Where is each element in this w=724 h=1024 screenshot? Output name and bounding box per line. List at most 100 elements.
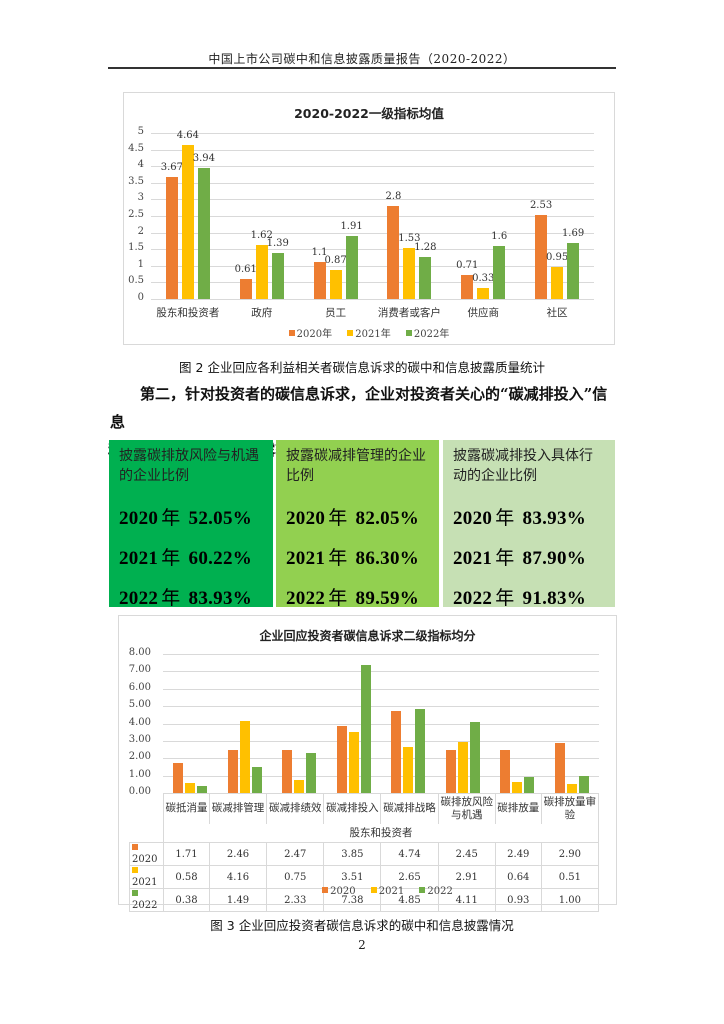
stat-year: 2020	[453, 508, 493, 529]
gridline	[151, 199, 594, 201]
stat-year-unit: 年	[495, 587, 515, 609]
legend-label: 2021	[378, 886, 405, 897]
stat-year-unit: 年	[328, 547, 348, 569]
category-label-line: 碳排放风险	[440, 795, 493, 808]
series-name: 2021	[132, 877, 158, 888]
category-label-line: 碳排放量	[497, 802, 540, 815]
bar-2022	[415, 708, 426, 793]
group-label: 股东和投资者	[163, 823, 599, 843]
figure-3-chart: 企业回应投资者碳信息诉求二级指标均分 8.00 7.00 6.00 5.00 4.00 3…	[118, 615, 617, 912]
y-tick-label: 5	[137, 126, 144, 137]
bar-2021年	[551, 267, 564, 299]
bar-2020年	[535, 215, 548, 299]
category-label-line: 碳减排绩效	[268, 802, 322, 815]
bar-2020	[391, 710, 402, 793]
series-label: 2022	[129, 888, 164, 912]
gridline	[151, 133, 594, 134]
table-category-header: 碳减排绩效	[266, 793, 325, 824]
stat-percent: 86.30%	[355, 548, 420, 569]
figure-2-caption: 图 2 企业回应各利益相关者碳信息诉求的碳中和信息披露质量统计	[179, 360, 545, 375]
stat-percent: 60.22%	[188, 548, 253, 569]
bar-2022年	[419, 256, 432, 299]
series-label: 2021	[129, 865, 164, 889]
stat-year-unit: 年	[328, 507, 348, 529]
table-cell: 4.74	[380, 842, 439, 866]
y-tick-label: 1.5	[128, 242, 144, 254]
data-label: 1.39	[266, 237, 289, 249]
stat-year: 2021	[119, 548, 159, 569]
table-cell: 2.45	[437, 842, 496, 866]
stat-year: 2021	[286, 548, 326, 569]
gridline	[151, 216, 594, 217]
table-category-header: 碳排放风险 与机遇	[437, 793, 496, 824]
table-corner	[130, 794, 164, 824]
stat-row-2020: 2020 年 83.93%	[453, 503, 605, 530]
stat-percent: 91.83%	[522, 588, 587, 609]
chart-data-table: 碳抵消量 碳减排管理 碳减排绩效 碳减排投入 碳减排战略 碳排放风险 与机遇 碳排放量 碳排放量…	[129, 793, 600, 912]
running-header: 中国上市公司碳中和信息披露质量报告（2020-2022）	[208, 52, 516, 66]
table-cell: 2.47	[266, 842, 325, 866]
category-label: 政府	[251, 307, 273, 319]
stat-percent: 52.05%	[188, 508, 253, 529]
data-label: 0.61	[234, 263, 257, 275]
table-cell: 7.38	[323, 888, 382, 912]
y-tick-label: 3.00	[128, 733, 151, 745]
gridline	[163, 688, 599, 690]
bar-2020	[500, 749, 511, 793]
category-label: 股东和投资者	[156, 307, 220, 319]
table-category-header: 碳减排战略	[380, 793, 439, 824]
table-cell: 3.51	[323, 865, 382, 889]
legend-swatch	[322, 887, 329, 893]
y-tick-label: 5.00	[128, 699, 151, 711]
stat-row-2021: 2021 年 60.22%	[119, 543, 263, 570]
stat-desc: 披露碳减排管理的企业比例	[286, 448, 426, 484]
table-cell: 0.38	[163, 888, 210, 912]
stat-year-unit: 年	[161, 587, 181, 609]
category-label-line: 碳减排投入	[326, 802, 379, 815]
table-category-header: 碳抵消量	[163, 793, 210, 824]
bar-2022年	[271, 252, 284, 299]
table-cell: 2.90	[540, 842, 600, 866]
stat-percent: 83.93%	[522, 508, 587, 529]
y-tick-label: 2.5	[128, 209, 144, 220]
gridline	[163, 758, 599, 760]
category-label: 消费者或客户	[377, 307, 441, 319]
category-label-line: 与机遇	[450, 808, 483, 821]
bar-2021	[566, 784, 577, 793]
table-cell: 4.11	[437, 888, 496, 912]
bar-2021年	[403, 248, 416, 299]
legend-swatch	[132, 844, 138, 850]
page-number: 2	[358, 938, 366, 952]
bar-2022年	[345, 235, 358, 299]
gridline	[151, 249, 594, 251]
stat-box-emission-management: 披露碳减排管理的企业比例 2020 年 82.05% 2021 年 86.30% 202…	[276, 440, 439, 610]
stat-percent: 87.90%	[522, 548, 587, 569]
stat-row-2020: 2020 年 52.05%	[119, 503, 263, 530]
table-cell: 4.85	[380, 888, 439, 912]
table-cell: 2.49	[494, 842, 542, 866]
table-cell: 1.71	[163, 842, 210, 866]
bar-2020	[336, 726, 347, 793]
y-tick-label: 4	[137, 159, 144, 171]
bar-2021年	[329, 270, 342, 299]
y-tick-label: 0.00	[128, 786, 151, 797]
stat-row-2022: 2022 年 89.59%	[286, 583, 429, 610]
legend-swatch	[370, 887, 377, 893]
stat-year-unit: 年	[328, 587, 348, 609]
stat-row-2020: 2020 年 82.05%	[286, 503, 429, 530]
stat-year-unit: 年	[161, 547, 181, 569]
data-label: 1.28	[414, 241, 437, 253]
stat-year: 2020	[119, 508, 159, 529]
legend-label: 2022	[427, 886, 453, 897]
data-label: 1.91	[340, 220, 363, 232]
stat-row-2022: 2022 年 83.93%	[119, 583, 263, 610]
y-tick-label: 8.00	[128, 647, 151, 658]
y-tick-label: 1.00	[128, 768, 151, 780]
legend-swatch	[132, 867, 138, 873]
bar-2020年	[239, 278, 252, 299]
legend-label: 2022年	[413, 329, 450, 340]
table-row: 2022 0.38 1.49 2.33 7.38 4.85 4.11 0.93 1.00	[129, 888, 600, 912]
bar-2020年	[387, 206, 400, 299]
bar-2020年	[461, 275, 474, 299]
gridline	[163, 723, 599, 725]
